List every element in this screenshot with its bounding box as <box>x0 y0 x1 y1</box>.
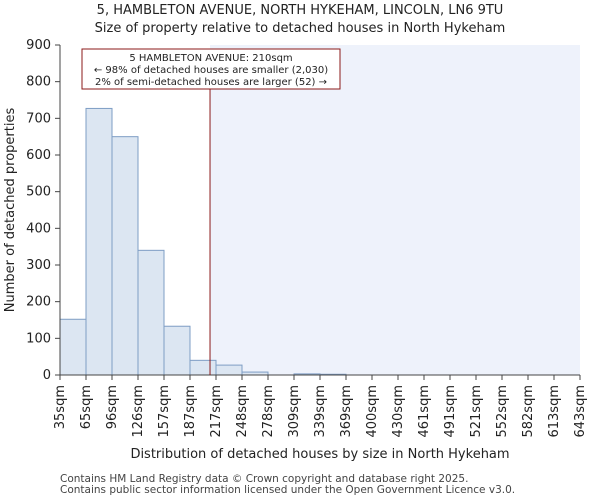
x-tick-label: 309sqm <box>287 385 302 438</box>
x-tick-label: 278sqm <box>261 385 276 438</box>
x-tick-label: 461sqm <box>417 385 432 438</box>
chart-title-line2: Size of property relative to detached ho… <box>94 21 506 36</box>
x-tick-label: 430sqm <box>391 385 406 438</box>
annotation-line3: 2% of semi-detached houses are larger (5… <box>95 77 327 88</box>
y-tick-label: 200 <box>26 295 51 310</box>
y-tick-label: 900 <box>26 38 51 53</box>
chart-title-line1: 5, HAMBLETON AVENUE, NORTH HYKEHAM, LINC… <box>96 3 504 18</box>
y-tick-label: 100 <box>26 331 51 346</box>
y-tick-label: 300 <box>26 258 51 273</box>
y-tick-label: 400 <box>26 221 51 236</box>
bar-157sqm <box>163 325 191 376</box>
x-tick-label: 582sqm <box>521 385 536 438</box>
bar-187sqm <box>189 359 217 376</box>
bar-96sqm <box>111 136 139 376</box>
x-tick-label: 157sqm <box>157 385 172 438</box>
x-axis-title: Distribution of detached houses by size … <box>130 447 509 462</box>
bar-35sqm <box>59 318 87 376</box>
footer-copyright: Contains HM Land Registry data © Crown c… <box>60 473 469 485</box>
x-tick-label: 126sqm <box>131 385 146 438</box>
x-tick-label: 187sqm <box>183 385 198 438</box>
y-tick-label: 700 <box>26 111 51 126</box>
x-tick-label: 521sqm <box>469 385 484 438</box>
x-tick-label: 400sqm <box>365 385 380 438</box>
x-tick-label: 65sqm <box>79 385 94 429</box>
x-tick-label: 35sqm <box>53 385 68 429</box>
x-tick-label: 643sqm <box>573 385 588 438</box>
x-tick-label: 96sqm <box>105 385 120 429</box>
y-axis-title: Number of detached properties <box>3 108 18 313</box>
bar-65sqm <box>85 107 113 376</box>
x-tick-label: 369sqm <box>339 385 354 438</box>
x-tick-label: 491sqm <box>443 385 458 438</box>
x-tick-label: 217sqm <box>209 385 224 438</box>
bar-217sqm <box>215 364 243 376</box>
x-tick-label: 613sqm <box>547 385 562 438</box>
highlight-region <box>210 45 580 375</box>
footer-licence: Contains public sector information licen… <box>60 484 516 496</box>
y-tick-label: 600 <box>26 148 51 163</box>
histogram-chart: 0 100 200 300 400 500 600 700 800 900 35sqm 65sqm 96… <box>3 38 588 462</box>
x-tick-label: 339sqm <box>313 385 328 438</box>
y-tick-label: 0 <box>43 368 51 383</box>
annotation-line2: ← 98% of detached houses are smaller (2,… <box>94 65 328 76</box>
x-tick-label: 552sqm <box>495 385 510 438</box>
annotation-line1: 5 HAMBLETON AVENUE: 210sqm <box>129 53 292 64</box>
annotation-box <box>81 48 341 90</box>
y-tick-label: 800 <box>26 75 51 90</box>
bar-126sqm <box>137 249 165 376</box>
x-tick-label: 248sqm <box>235 385 250 438</box>
y-tick-label: 500 <box>26 185 51 200</box>
